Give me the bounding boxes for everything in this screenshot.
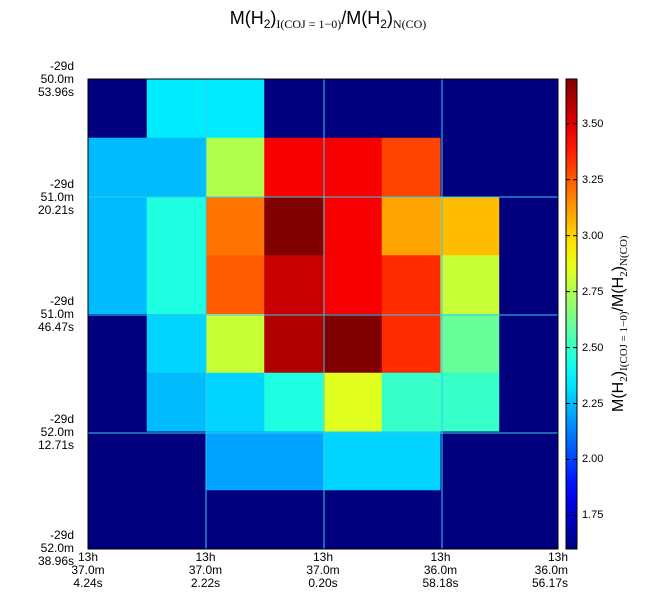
heatmap-cell: [499, 431, 559, 491]
heatmap-cell: [88, 196, 148, 256]
heatmap-cell: [440, 79, 500, 139]
heatmap-cell: [440, 490, 500, 550]
heatmap-cell: [440, 431, 500, 491]
heatmap-cell: [88, 372, 148, 432]
y-tick-label: -29d 50.0m 53.96s: [37, 59, 74, 99]
heatmap-cell: [146, 137, 206, 197]
heatmap-cell: [323, 490, 383, 550]
chart-title: M(H2)I(COJ = 1−0)/M(H2)N(CO): [229, 8, 427, 31]
heatmap-cell: [146, 431, 206, 491]
heatmap-cell: [264, 372, 324, 432]
heatmap-cell: [205, 431, 265, 491]
heatmap-cell: [205, 255, 265, 315]
heatmap-cell: [381, 431, 441, 491]
x-tick-label: 13h 37.0m 4.24s: [71, 550, 105, 590]
heatmap-cell: [499, 79, 559, 139]
heatmap-cell: [88, 314, 148, 374]
x-tick-label: 13h 36.0m 56.17s: [531, 550, 568, 590]
colorbar-tick-label: 2.50: [582, 341, 604, 354]
heatmap-cell: [205, 79, 265, 139]
plot-frame: [87, 78, 559, 550]
colorbar-tick-label: 1.75: [582, 509, 604, 522]
y-tick-label: -29d 52.0m 38.96s: [37, 528, 74, 568]
heatmap-cell: [323, 431, 383, 491]
colorbar-tick-label: 3.00: [582, 229, 604, 242]
heatmap-cell: [264, 255, 324, 315]
heatmap-cell: [323, 79, 383, 139]
heatmap-cell: [440, 196, 500, 256]
heatmap-cell: [440, 255, 500, 315]
colorbar-tick-label: 2.00: [582, 453, 604, 466]
colorbar-tick-label: 2.75: [582, 285, 604, 298]
heatmap-cell: [440, 314, 500, 374]
heatmap-cell: [205, 196, 265, 256]
heatmap-cell: [440, 137, 500, 197]
heatmap-cell: [146, 372, 206, 432]
heatmap-cell: [323, 255, 383, 315]
heatmap-cell: [205, 490, 265, 550]
heatmap-cell: [323, 137, 383, 197]
heatmap-cell: [146, 255, 206, 315]
heatmap-cell: [323, 372, 383, 432]
y-tick-label: -29d 51.0m 20.21s: [37, 176, 74, 217]
colorbar-tick-label: 2.25: [582, 397, 604, 410]
heatmap-cell: [499, 314, 559, 374]
heatmap-cell: [499, 255, 559, 315]
heatmap-cell: [381, 196, 441, 256]
heatmap-cell: [381, 255, 441, 315]
heatmap-cell: [499, 196, 559, 256]
heatmap-cell: [323, 196, 383, 256]
heatmap-cell: [264, 490, 324, 550]
heatmap-cell: [146, 79, 206, 139]
heatmap-cell: [264, 196, 324, 256]
heatmap-cell: [88, 255, 148, 315]
heatmap-cell: [264, 314, 324, 374]
heatmap-cell: [499, 490, 559, 550]
heatmap-cell: [381, 372, 441, 432]
x-tick-label: 13h 36.0m 58.18s: [422, 550, 459, 590]
heatmap-cell: [205, 372, 265, 432]
heatmap-cell: [205, 314, 265, 374]
heatmap-cell: [88, 490, 148, 550]
heatmap-cell: [264, 79, 324, 139]
colorbar-tick-label: 3.50: [582, 117, 604, 130]
heatmap-cell: [381, 314, 441, 374]
x-tick-label: 13h 37.0m 2.22s: [188, 550, 223, 590]
heatmap-cell: [146, 196, 206, 256]
heatmap-cell: [381, 79, 441, 139]
heatmap-cell: [440, 372, 500, 432]
colorbar-tick-label: 3.25: [582, 173, 604, 186]
y-tick-label: -29d 51.0m 46.47s: [37, 294, 74, 334]
heatmap-cell: [264, 137, 324, 197]
heatmap-cell: [323, 314, 383, 374]
heatmap-cell: [381, 490, 441, 550]
heatmap-cell: [146, 314, 206, 374]
heatmap-cell: [205, 137, 265, 197]
heatmap-cell: [499, 372, 559, 432]
heatmap-cell: [88, 79, 148, 139]
heatmap-cell: [264, 431, 324, 491]
heatmap-cell: [381, 137, 441, 197]
x-tick-label: 13h 37.0m 0.20s: [306, 550, 340, 590]
heatmap-cell: [499, 137, 559, 197]
heatmap-cell: [88, 431, 148, 491]
colorbar: [565, 78, 578, 550]
heatmap-cell: [88, 137, 148, 197]
heatmap-cell: [146, 490, 206, 550]
y-tick-label: -29d 52.0m 12.71s: [37, 411, 74, 452]
